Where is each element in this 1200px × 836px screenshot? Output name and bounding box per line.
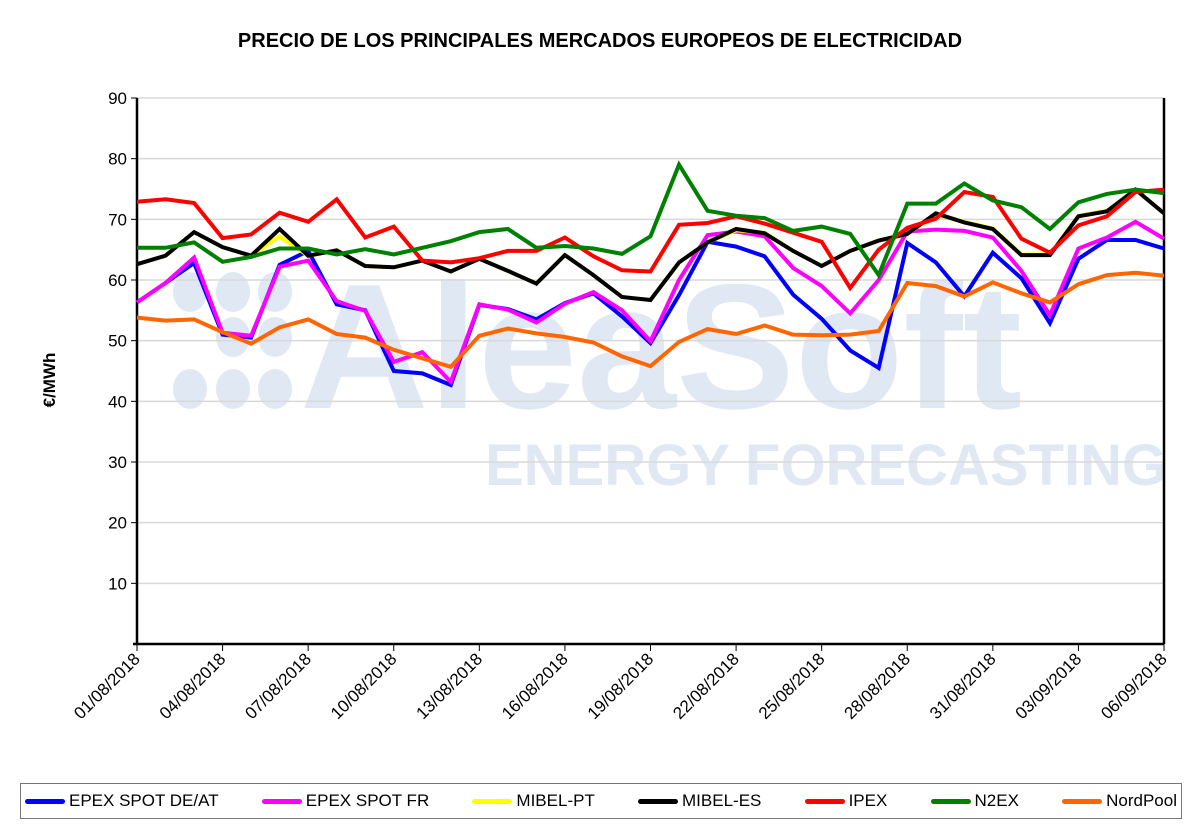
legend-swatch: [1062, 798, 1103, 804]
legend-swatch: [261, 798, 302, 804]
x-tick-label: 04/08/2018: [156, 649, 230, 723]
series-line-mibel-es: [136, 187, 1166, 303]
legend-label: MIBEL-PT: [516, 791, 595, 810]
y-tick-label: 30: [108, 453, 127, 472]
y-tick-label: 10: [108, 574, 127, 593]
legend: EPEX SPOT DE/AT EPEX SPOT FR MIBEL-PT MIBEL…: [20, 783, 1182, 819]
legend-label: N2EX: [974, 791, 1019, 810]
legend-swatch: [25, 798, 65, 804]
chart-title: PRECIO DE LOS PRINCIPALES MERCADOS EUROP…: [237, 30, 963, 52]
legend-item: N2EX: [930, 791, 1019, 811]
watermark-tagline: ENERGY FORECASTING: [485, 433, 1167, 498]
x-tick-label: 19/08/2018: [584, 649, 658, 723]
y-tick-label: 80: [108, 150, 127, 169]
x-tick-label: 06/09/2018: [1097, 649, 1171, 723]
legend-item: NordPool: [1062, 791, 1177, 811]
series-line-ipex: [136, 187, 1165, 292]
legend-item: MIBEL-PT: [472, 791, 595, 811]
legend-swatch: [638, 798, 679, 804]
x-tick-label: 25/08/2018: [755, 649, 829, 723]
legend-label: NordPool: [1106, 791, 1177, 810]
y-tick-label: 90: [108, 89, 127, 108]
line-chart: AleaSoft ENERGY FORECASTING 01/08/2018 04…: [70, 89, 1171, 723]
y-tick-label: 40: [108, 392, 127, 411]
series-line-epex-spot-fr: [135, 219, 1166, 386]
y-tick-label: 60: [108, 271, 127, 290]
x-tick-label: 10/08/2018: [327, 649, 401, 723]
legend-label: IPEX: [848, 791, 888, 810]
series-line-n2ex: [137, 160, 1165, 280]
y-tick-label: 20: [108, 514, 127, 533]
y-tick-label: 70: [108, 210, 127, 229]
x-tick-label: 03/09/2018: [1012, 649, 1086, 723]
legend-item: EPEX SPOT FR: [261, 791, 430, 811]
x-tick-label: 22/08/2018: [669, 649, 743, 723]
legend-item: IPEX: [804, 791, 888, 811]
x-tick-label: 16/08/2018: [498, 649, 572, 723]
watermark-brand: AleaSoft: [300, 247, 1022, 446]
legend-label: EPEX SPOT FR: [305, 791, 430, 810]
legend-swatch: [804, 798, 845, 804]
x-tick-label: 13/08/2018: [413, 649, 487, 723]
series-line-nordpool: [136, 270, 1165, 370]
legend-item: EPEX SPOT DE/AT: [25, 791, 219, 811]
watermark: AleaSoft ENERGY FORECASTING: [173, 247, 1167, 498]
x-tick-label: 28/08/2018: [840, 649, 914, 723]
x-tick-label: 01/08/2018: [70, 649, 144, 723]
legend-swatch: [472, 798, 513, 804]
y-tick-label: 50: [108, 332, 127, 351]
legend-label: MIBEL-ES: [682, 791, 762, 810]
legend-label: EPEX SPOT DE/AT: [69, 791, 219, 810]
legend-swatch: [930, 798, 971, 804]
x-tick-label: 07/08/2018: [241, 649, 315, 723]
legend-item: MIBEL-ES: [638, 791, 761, 811]
x-tick-label: 31/08/2018: [926, 649, 1000, 723]
